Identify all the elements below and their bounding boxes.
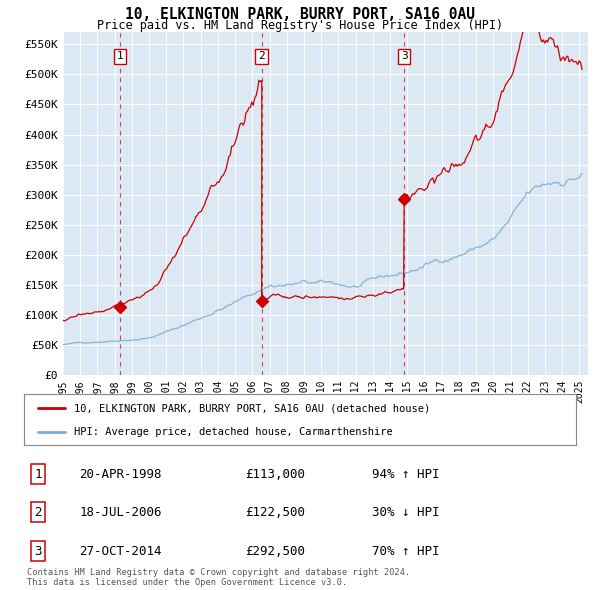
Text: Price paid vs. HM Land Registry's House Price Index (HPI): Price paid vs. HM Land Registry's House … [97, 19, 503, 32]
Text: 10, ELKINGTON PARK, BURRY PORT, SA16 0AU: 10, ELKINGTON PARK, BURRY PORT, SA16 0AU [125, 7, 475, 22]
Text: 1: 1 [116, 51, 123, 61]
Text: 30% ↓ HPI: 30% ↓ HPI [372, 506, 439, 519]
Text: 2: 2 [34, 506, 41, 519]
Text: 2: 2 [258, 51, 265, 61]
Text: £122,500: £122,500 [245, 506, 305, 519]
Text: 27-OCT-2014: 27-OCT-2014 [79, 545, 162, 558]
Text: 3: 3 [34, 545, 41, 558]
Text: 18-JUL-2006: 18-JUL-2006 [79, 506, 162, 519]
Text: 1: 1 [34, 468, 41, 481]
Text: 94% ↑ HPI: 94% ↑ HPI [372, 468, 439, 481]
Text: Contains HM Land Registry data © Crown copyright and database right 2024.
This d: Contains HM Land Registry data © Crown c… [27, 568, 410, 587]
Text: HPI: Average price, detached house, Carmarthenshire: HPI: Average price, detached house, Carm… [74, 428, 392, 437]
Text: 70% ↑ HPI: 70% ↑ HPI [372, 545, 439, 558]
Text: 3: 3 [401, 51, 407, 61]
Text: 20-APR-1998: 20-APR-1998 [79, 468, 162, 481]
Text: £113,000: £113,000 [245, 468, 305, 481]
Text: £292,500: £292,500 [245, 545, 305, 558]
Text: 10, ELKINGTON PARK, BURRY PORT, SA16 0AU (detached house): 10, ELKINGTON PARK, BURRY PORT, SA16 0AU… [74, 403, 430, 413]
